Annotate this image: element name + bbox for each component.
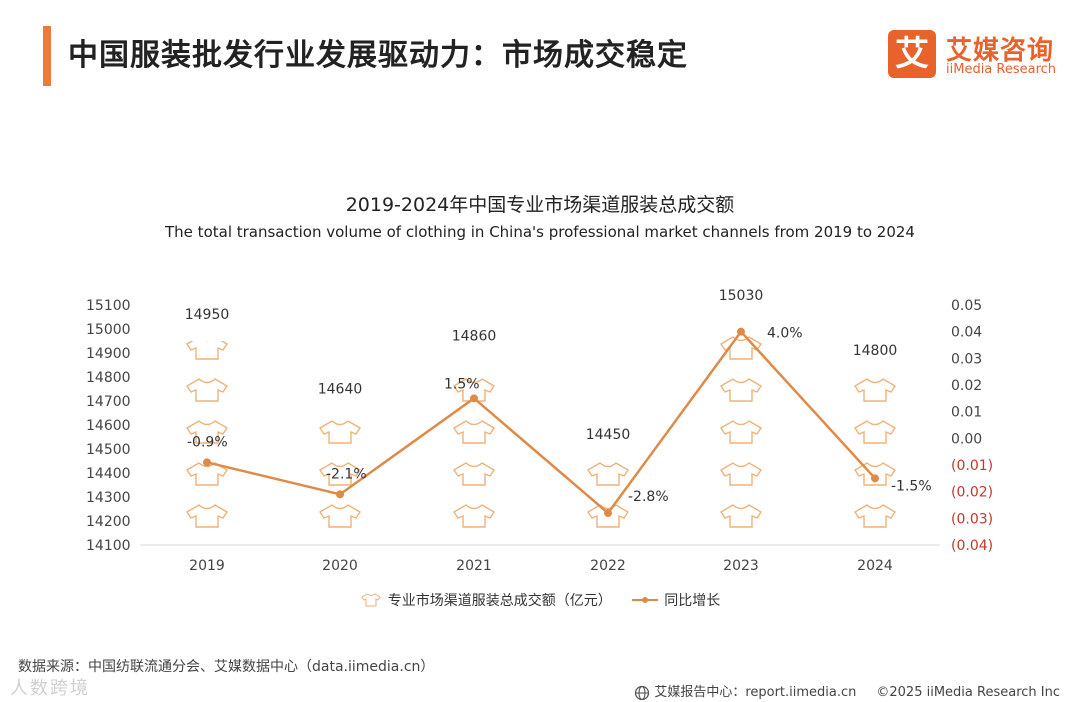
legend-line-icon: [632, 597, 659, 603]
growth-point: [871, 474, 879, 483]
growth-label: -1.5%: [891, 478, 932, 494]
bar-2021: [453, 378, 495, 528]
legend-bar-label: 专业市场渠道服装总成交额（亿元）: [387, 593, 612, 609]
y-left-tick: 14100: [86, 538, 131, 554]
footer: 艾媒报告中心：report.iimedia.cn ©2025 iiMedia Re…: [634, 681, 1060, 701]
shirt-icon: [186, 378, 228, 402]
logo-text-cn: 艾媒咨询: [946, 36, 1055, 66]
y-right-tick: 0.04: [951, 325, 982, 341]
shirt-icon: [186, 341, 228, 360]
shirt-icon: [186, 504, 228, 528]
logo-text-en: iiMedia Research: [946, 62, 1057, 77]
bar-value-label: 14860: [452, 329, 497, 345]
bar-2023: [720, 336, 762, 528]
bar-2024: [854, 378, 896, 528]
bar-value-label: 14450: [586, 427, 631, 443]
shirt-icon: [720, 462, 762, 486]
bar-value-label: 14950: [185, 307, 230, 323]
bar-value-label: 14640: [318, 381, 363, 397]
y-left-tick: 14600: [86, 418, 131, 434]
growth-line: [206, 329, 876, 515]
chart-legend: 专业市场渠道服装总成交额（亿元） 同比增长: [0, 590, 1080, 610]
legend-shirt-icon: [361, 593, 381, 607]
y-left-tick: 14800: [86, 370, 131, 386]
shirt-icon: [319, 462, 361, 486]
shirt-icon: [587, 462, 629, 486]
title-accent-bar: [43, 26, 51, 86]
x-tick-label: 2019: [189, 558, 225, 574]
x-tick-label: 2021: [456, 558, 492, 574]
y-left-tick: 14700: [86, 394, 131, 410]
shirt-icon: [453, 378, 495, 402]
x-tick-label: 2022: [590, 558, 626, 574]
legend-line-label: 同比增长: [664, 593, 721, 609]
shirt-icon: [854, 420, 896, 444]
page-title: 中国服装批发行业发展驱动力：市场成交稳定: [68, 38, 688, 73]
footer-report-center: 艾媒报告中心：report.iimedia.cn: [654, 685, 857, 700]
footer-copyright: ©2025 iiMedia Research Inc: [876, 685, 1060, 700]
y-right-tick: (0.01): [951, 458, 993, 474]
y-right-tick: 0.01: [951, 405, 982, 421]
shirt-icon: [720, 504, 762, 528]
y-left-tick: 15000: [86, 322, 131, 338]
chart-title: 2019-2024年中国专业市场渠道服装总成交额: [345, 194, 735, 216]
y-right-tick: 0.02: [951, 378, 982, 394]
shirt-icon: [319, 504, 361, 528]
growth-label: -2.1%: [326, 466, 367, 482]
bar-value-label: 14800: [853, 343, 898, 359]
x-tick-label: 2023: [723, 558, 759, 574]
y-right-tick: 0.05: [951, 298, 982, 314]
y-left-tick: 14300: [86, 490, 131, 506]
bar-2022: [587, 462, 629, 528]
y-right-tick: (0.02): [951, 485, 993, 501]
shirt-icon: [319, 420, 361, 444]
x-tick-label: 2024: [857, 558, 893, 574]
shirt-icon: [453, 462, 495, 486]
chart-subtitle: The total transaction volume of clothing…: [165, 223, 915, 241]
bar-2019: [186, 341, 228, 528]
data-source: 数据来源：中国纺联流通分会、艾媒数据中心（data.iimedia.cn）: [18, 659, 435, 675]
growth-label: 1.5%: [444, 376, 480, 392]
y-left-tick: 14400: [86, 466, 131, 482]
growth-point: [604, 509, 612, 517]
shirt-icon: [453, 420, 495, 444]
shirt-icon: [453, 504, 495, 528]
y-right-tick: (0.04): [951, 538, 993, 554]
growth-label: -0.9%: [187, 434, 228, 450]
y-left-tick: 14900: [86, 346, 131, 362]
watermark: 人数跨境: [10, 678, 90, 699]
growth-label: -2.8%: [628, 489, 669, 505]
shirt-icon: [854, 378, 896, 402]
shirt-icon: [720, 420, 762, 444]
shirt-icon: [854, 504, 896, 528]
growth-point: [470, 394, 478, 403]
bar-2020: [319, 420, 361, 528]
globe-icon: [635, 685, 650, 700]
growth-point: [737, 327, 745, 336]
logo-mark: 艾: [888, 30, 936, 78]
growth-point: [336, 490, 344, 499]
y-right-tick: (0.03): [951, 511, 993, 527]
bar-value-label: 15030: [719, 288, 764, 304]
y-left-tick: 14200: [86, 514, 131, 530]
growth-point: [203, 458, 211, 467]
y-right-tick: 0.00: [951, 431, 982, 447]
y-left-tick: 14500: [86, 442, 131, 458]
shirt-icon: [720, 378, 762, 402]
brand-logo: 艾 艾媒咨询 iiMedia Research: [888, 30, 1078, 82]
x-tick-label: 2020: [322, 558, 358, 574]
growth-label: 4.0%: [767, 326, 803, 342]
y-right-tick: 0.03: [951, 351, 982, 367]
shirt-icon: [186, 420, 228, 444]
y-left-tick: 15100: [86, 298, 131, 314]
